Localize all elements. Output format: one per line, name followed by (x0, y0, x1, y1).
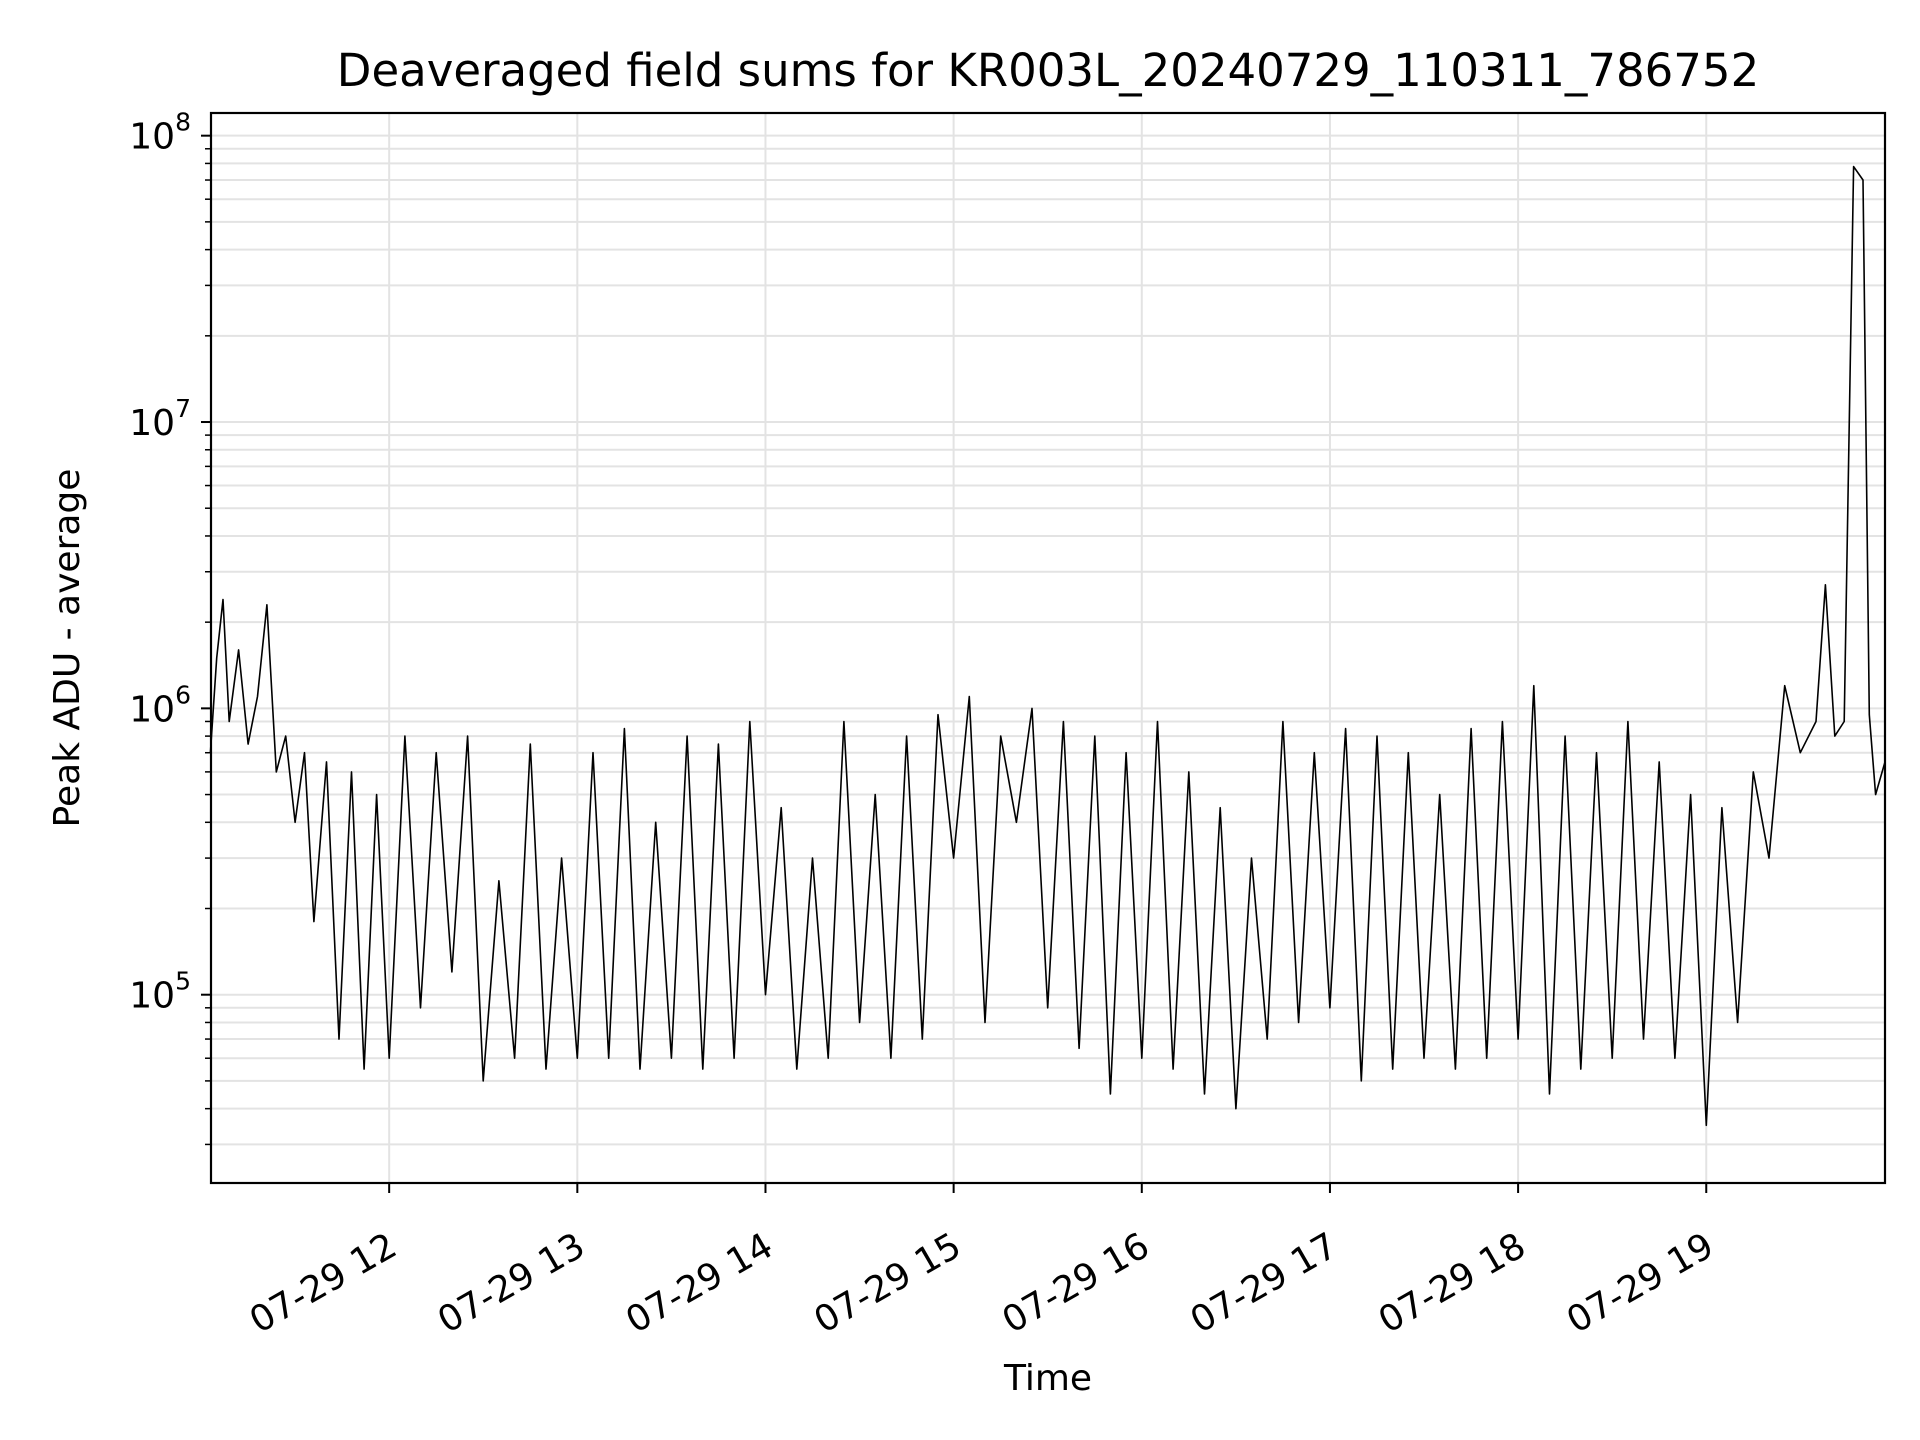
x-axis-label: Time (1003, 1358, 1092, 1399)
series-line (209, 165, 1886, 1127)
grid (211, 113, 1885, 1183)
chart-title: Deaveraged field sums for KR003L_2024072… (337, 44, 1759, 97)
series-layer (209, 165, 1886, 1127)
y-axis-label: Peak ADU - average (47, 469, 88, 828)
y-tick-label: 108 (129, 108, 191, 158)
y-tick-label: 107 (129, 394, 191, 444)
y-tick-label: 105 (129, 967, 191, 1017)
y-tick-label: 106 (129, 680, 191, 730)
plot-frame (209, 111, 1887, 1185)
